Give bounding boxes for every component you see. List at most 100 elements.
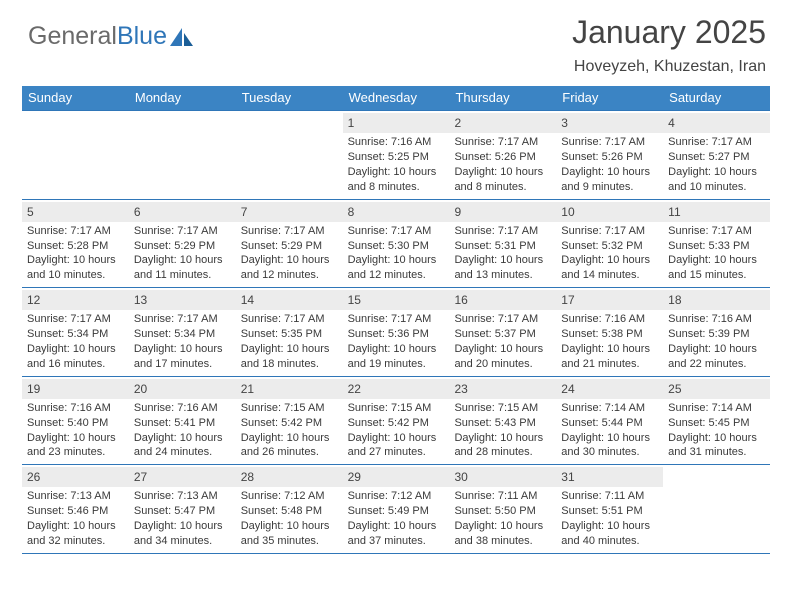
day-number [236, 113, 343, 117]
sunrise-text: Sunrise: 7:15 AM [454, 401, 551, 416]
sunset-text: Sunset: 5:48 PM [241, 504, 338, 519]
day-number [22, 113, 129, 117]
calendar-day: 2Sunrise: 7:17 AMSunset: 5:26 PMDaylight… [449, 111, 556, 199]
page-title: January 2025 [572, 14, 766, 51]
daylight-text: Daylight: 10 hours and 40 minutes. [561, 519, 658, 549]
calendar-body: 1Sunrise: 7:16 AMSunset: 5:25 PMDaylight… [22, 110, 770, 554]
calendar-day: 9 Sunrise: 7:17 AMSunset: 5:31 PMDaylight… [449, 200, 556, 288]
calendar-day: 19Sunrise: 7:16 AMSunset: 5:40 PMDayligh… [22, 377, 129, 465]
daylight-text: Daylight: 10 hours and 32 minutes. [27, 519, 124, 549]
calendar-day: 23Sunrise: 7:15 AMSunset: 5:43 PMDayligh… [449, 377, 556, 465]
sunset-text: Sunset: 5:36 PM [348, 327, 445, 342]
calendar-day: 4Sunrise: 7:17 AMSunset: 5:27 PMDaylight… [663, 111, 770, 199]
weekday-header: Saturday [663, 86, 770, 110]
sunrise-text: Sunrise: 7:17 AM [561, 224, 658, 239]
calendar-day-empty [236, 111, 343, 199]
calendar-day-empty [129, 111, 236, 199]
daylight-text: Daylight: 10 hours and 23 minutes. [27, 431, 124, 461]
day-number: 18 [663, 290, 770, 310]
sunrise-text: Sunrise: 7:12 AM [348, 489, 445, 504]
sunset-text: Sunset: 5:46 PM [27, 504, 124, 519]
weekday-header: Wednesday [343, 86, 450, 110]
day-number: 21 [236, 379, 343, 399]
day-number: 29 [343, 467, 450, 487]
daylight-text: Daylight: 10 hours and 27 minutes. [348, 431, 445, 461]
sunset-text: Sunset: 5:43 PM [454, 416, 551, 431]
daylight-text: Daylight: 10 hours and 31 minutes. [668, 431, 765, 461]
calendar-day: 27Sunrise: 7:13 AMSunset: 5:47 PMDayligh… [129, 465, 236, 553]
sunset-text: Sunset: 5:37 PM [454, 327, 551, 342]
daylight-text: Daylight: 10 hours and 24 minutes. [134, 431, 231, 461]
sunset-text: Sunset: 5:26 PM [561, 150, 658, 165]
calendar-day: 28Sunrise: 7:12 AMSunset: 5:48 PMDayligh… [236, 465, 343, 553]
sunset-text: Sunset: 5:31 PM [454, 239, 551, 254]
logo: GeneralBlue [28, 22, 195, 51]
calendar-day: 12Sunrise: 7:17 AMSunset: 5:34 PMDayligh… [22, 288, 129, 376]
sunset-text: Sunset: 5:25 PM [348, 150, 445, 165]
weekday-header: Sunday [22, 86, 129, 110]
sunrise-text: Sunrise: 7:13 AM [27, 489, 124, 504]
sunset-text: Sunset: 5:41 PM [134, 416, 231, 431]
calendar-day-empty [663, 465, 770, 553]
day-number: 10 [556, 202, 663, 222]
daylight-text: Daylight: 10 hours and 19 minutes. [348, 342, 445, 372]
daylight-text: Daylight: 10 hours and 14 minutes. [561, 253, 658, 283]
calendar-week: 1Sunrise: 7:16 AMSunset: 5:25 PMDaylight… [22, 110, 770, 199]
day-number: 2 [449, 113, 556, 133]
location-subtitle: Hoveyzeh, Khuzestan, Iran [574, 58, 766, 76]
day-number: 6 [129, 202, 236, 222]
sunset-text: Sunset: 5:51 PM [561, 504, 658, 519]
sunset-text: Sunset: 5:39 PM [668, 327, 765, 342]
sunset-text: Sunset: 5:29 PM [241, 239, 338, 254]
sunset-text: Sunset: 5:34 PM [27, 327, 124, 342]
sunrise-text: Sunrise: 7:14 AM [561, 401, 658, 416]
sunrise-text: Sunrise: 7:13 AM [134, 489, 231, 504]
sunset-text: Sunset: 5:35 PM [241, 327, 338, 342]
day-number [663, 467, 770, 471]
sunrise-text: Sunrise: 7:16 AM [348, 135, 445, 150]
sunset-text: Sunset: 5:40 PM [27, 416, 124, 431]
calendar: SundayMondayTuesdayWednesdayThursdayFrid… [22, 86, 770, 554]
daylight-text: Daylight: 10 hours and 10 minutes. [668, 165, 765, 195]
sunrise-text: Sunrise: 7:14 AM [668, 401, 765, 416]
sunrise-text: Sunrise: 7:16 AM [134, 401, 231, 416]
calendar-day: 31 Sunrise: 7:11 AMSunset: 5:51 PMDayligh… [556, 465, 663, 553]
sunset-text: Sunset: 5:33 PM [668, 239, 765, 254]
daylight-text: Daylight: 10 hours and 11 minutes. [134, 253, 231, 283]
day-number: 31 [556, 467, 663, 487]
day-number: 12 [22, 290, 129, 310]
sunrise-text: Sunrise: 7:17 AM [348, 312, 445, 327]
logo-sail-icon [169, 26, 195, 48]
weekday-header: Tuesday [236, 86, 343, 110]
day-number: 9 [449, 202, 556, 222]
daylight-text: Daylight: 10 hours and 34 minutes. [134, 519, 231, 549]
daylight-text: Daylight: 10 hours and 16 minutes. [27, 342, 124, 372]
sunset-text: Sunset: 5:45 PM [668, 416, 765, 431]
calendar-day: 7Sunrise: 7:17 AMSunset: 5:29 PMDaylight… [236, 200, 343, 288]
calendar-day: 6Sunrise: 7:17 AMSunset: 5:29 PMDaylight… [129, 200, 236, 288]
day-number: 30 [449, 467, 556, 487]
daylight-text: Daylight: 10 hours and 17 minutes. [134, 342, 231, 372]
sunset-text: Sunset: 5:47 PM [134, 504, 231, 519]
daylight-text: Daylight: 10 hours and 8 minutes. [348, 165, 445, 195]
daylight-text: Daylight: 10 hours and 13 minutes. [454, 253, 551, 283]
calendar-header-row: SundayMondayTuesdayWednesdayThursdayFrid… [22, 86, 770, 110]
sunrise-text: Sunrise: 7:16 AM [27, 401, 124, 416]
calendar-day: 13Sunrise: 7:17 AMSunset: 5:34 PMDayligh… [129, 288, 236, 376]
day-number: 15 [343, 290, 450, 310]
sunset-text: Sunset: 5:29 PM [134, 239, 231, 254]
calendar-week: 26Sunrise: 7:13 AMSunset: 5:46 PMDayligh… [22, 464, 770, 554]
daylight-text: Daylight: 10 hours and 18 minutes. [241, 342, 338, 372]
sunset-text: Sunset: 5:42 PM [348, 416, 445, 431]
sunset-text: Sunset: 5:44 PM [561, 416, 658, 431]
day-number: 4 [663, 113, 770, 133]
day-number: 11 [663, 202, 770, 222]
sunrise-text: Sunrise: 7:17 AM [454, 224, 551, 239]
sunrise-text: Sunrise: 7:17 AM [348, 224, 445, 239]
sunrise-text: Sunrise: 7:11 AM [454, 489, 551, 504]
sunset-text: Sunset: 5:38 PM [561, 327, 658, 342]
sunrise-text: Sunrise: 7:11 AM [561, 489, 658, 504]
day-number: 7 [236, 202, 343, 222]
day-number: 26 [22, 467, 129, 487]
sunset-text: Sunset: 5:42 PM [241, 416, 338, 431]
